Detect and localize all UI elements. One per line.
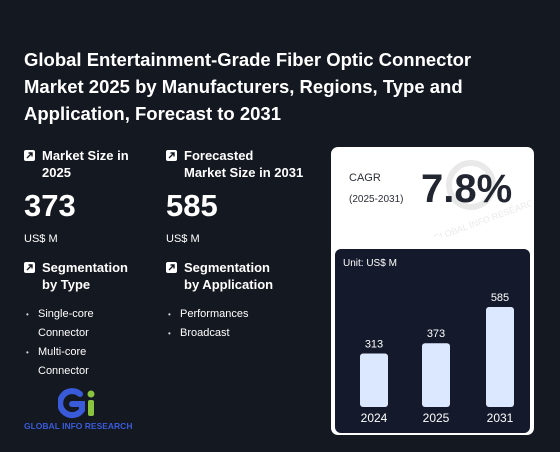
logo: GLOBAL INFO RESEARCH: [24, 388, 144, 438]
forecast-unit: US$ M: [166, 233, 200, 245]
seg-app-label: Segmentation by Application: [184, 260, 274, 292]
chart-unit-label: Unit: US$ M: [343, 258, 397, 269]
data-label-2024: 313: [365, 338, 383, 350]
watermark-icon: GLOBAL INFO RESEARCH: [432, 160, 531, 237]
bar-chart-panel: Unit: US$ M 313 2024 373 2025 585 2031: [335, 249, 530, 433]
bar-2024: [360, 353, 388, 407]
forecast-block: Forecasted Market Size in 2031 585 US$ M: [166, 147, 316, 245]
data-label-2031: 585: [491, 292, 509, 304]
list-item: Multi-core: [24, 343, 154, 362]
arrow-icon: [166, 150, 177, 161]
seg-type-label: Segmentation by Type: [42, 260, 128, 292]
seg-app-block: Segmentation by Application Performances…: [166, 259, 316, 343]
list-item: Performances: [166, 305, 316, 324]
cagr-years: (2025-2031): [349, 194, 404, 205]
category-label-2025: 2025: [423, 411, 450, 425]
list-item-continuation: Connector: [38, 327, 89, 339]
data-label-2025: 373: [427, 328, 445, 340]
cagr-value: 7.8%: [421, 167, 513, 211]
seg-type-list: Single-core Connector Multi-core Connect…: [24, 305, 154, 381]
logo-mark-icon: [58, 388, 95, 419]
category-label-2031: 2031: [487, 411, 514, 425]
market-size-value: 373: [24, 188, 76, 223]
category-label-2024: 2024: [361, 411, 388, 425]
bar-chart: 313 2024 373 2025 585 2031: [360, 292, 514, 425]
arrow-icon: [166, 262, 177, 273]
seg-app-list: Performances Broadcast: [166, 305, 316, 343]
forecast-label: Forecasted Market Size in 2031: [184, 148, 304, 180]
cagr-card: GLOBAL INFO RESEARCH CAGR (2025-2031) 7.…: [331, 147, 534, 435]
arrow-icon: [24, 150, 35, 161]
forecast-value: 585: [166, 188, 218, 223]
cagr-label: CAGR: [349, 172, 381, 184]
market-size-unit: US$ M: [24, 233, 58, 245]
bar-2031: [486, 307, 514, 407]
arrow-icon: [24, 262, 35, 273]
list-item: Broadcast: [166, 324, 316, 343]
list-item-continuation: Connector: [38, 365, 89, 377]
list-item: Single-core: [24, 305, 154, 324]
market-size-block: Market Size in 2025 373 US$ M: [24, 147, 154, 245]
market-size-label: Market Size in 2025: [42, 148, 129, 180]
page-title: Global Entertainment-Grade Fiber Optic C…: [24, 49, 472, 124]
bar-2025: [422, 343, 450, 407]
seg-type-block: Segmentation by Type Single-core Connect…: [24, 259, 154, 381]
logo-text: GLOBAL INFO RESEARCH: [24, 421, 133, 431]
